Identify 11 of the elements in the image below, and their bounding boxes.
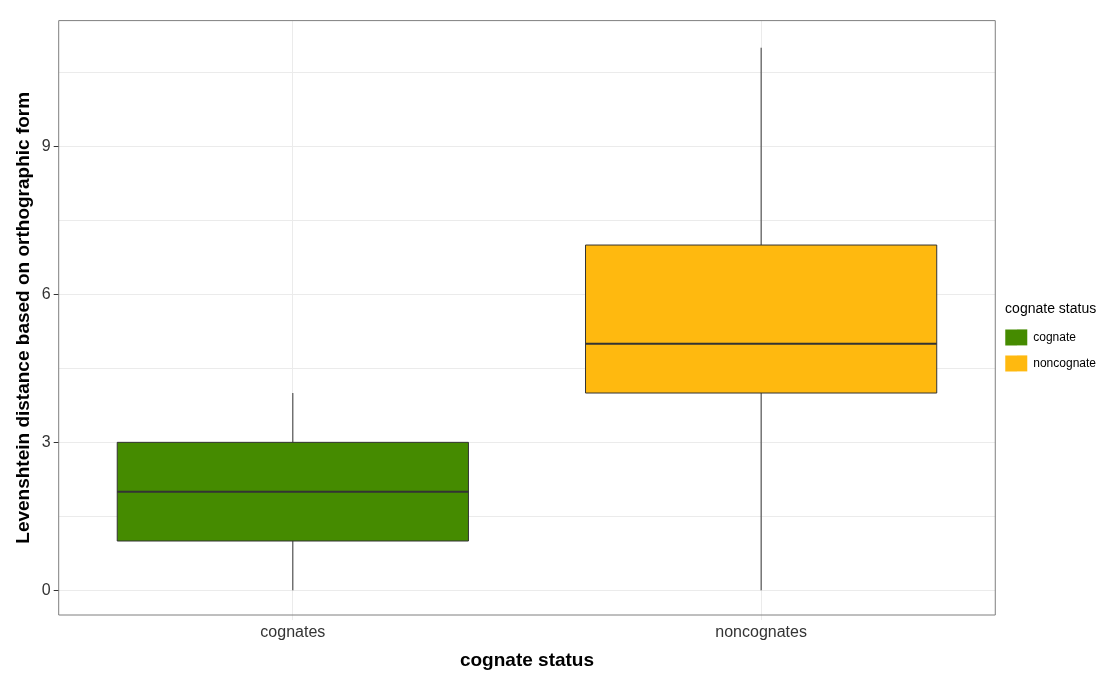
- y-tick-label: 0: [41, 580, 51, 598]
- y-tick-label: 9: [41, 136, 51, 154]
- y-axis-title: Levenshtein distance based on orthographic form: [11, 91, 33, 544]
- y-tick-label: 6: [41, 284, 51, 302]
- x-axis-title: cognate status: [459, 648, 595, 670]
- x-tick-label: noncognates: [715, 623, 807, 641]
- x-tick-label: cognates: [260, 623, 326, 641]
- y-tick-label: 3: [41, 432, 51, 450]
- legend-label: cognate: [1033, 329, 1077, 344]
- legend-title: cognate status: [1005, 300, 1097, 317]
- legend-label: noncognate: [1033, 355, 1097, 370]
